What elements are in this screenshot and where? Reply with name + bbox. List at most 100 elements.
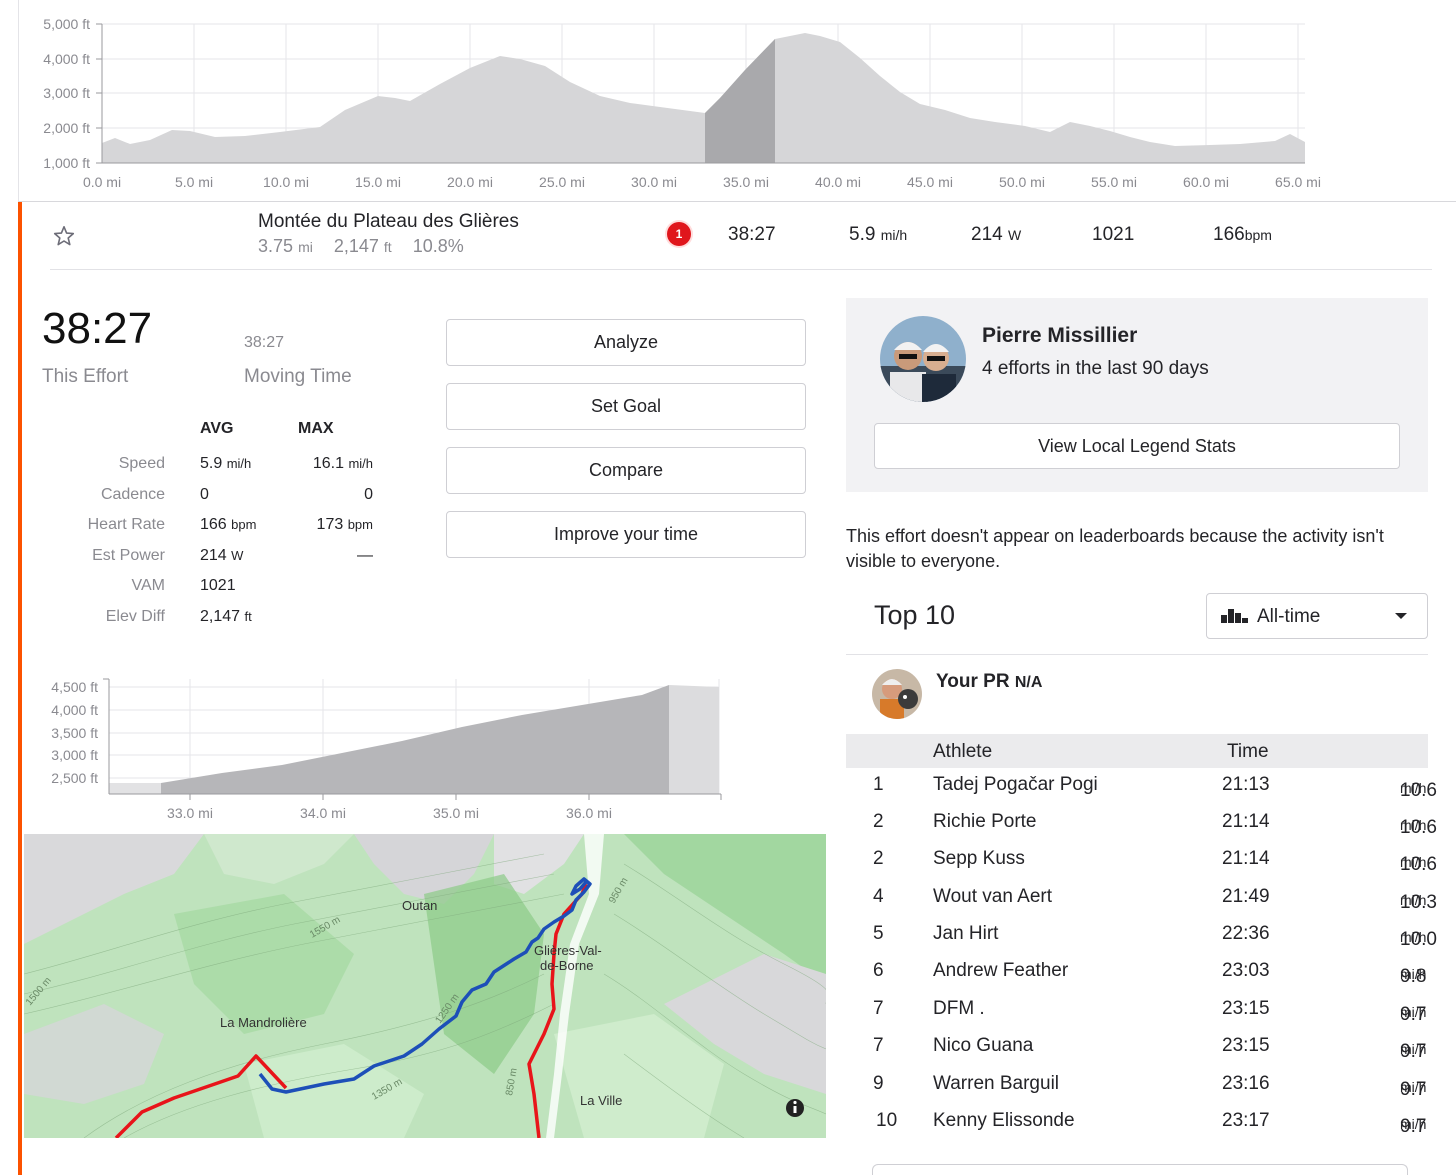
view-local-legend-button[interactable]: View Local Legend Stats (874, 423, 1400, 469)
segment-chart-area-after (669, 685, 719, 794)
leaderboard-speed-value: 10.0 (1400, 929, 1437, 950)
map-label-mandroliere: La Mandrolière (220, 1015, 307, 1030)
leaderboard-time[interactable]: 21:13 (1222, 774, 1270, 795)
star-icon[interactable] (52, 224, 76, 248)
segment-name[interactable]: Montée du Plateau des Glières (258, 211, 519, 232)
profile-x-label: 55.0 mi (1091, 174, 1137, 190)
effort-time-label: This Effort (42, 366, 129, 387)
leaderboard-athlete[interactable]: Kenny Elissonde (933, 1110, 1075, 1131)
map-label-glieres: de-Borne (540, 958, 593, 973)
stat-label: VAM (131, 577, 165, 594)
leaderboard-row[interactable]: 2 Sepp Kuss 21:14 10.6 mi/h (846, 842, 1437, 879)
leaderboard-time[interactable]: 21:14 (1222, 848, 1270, 869)
segment-chart-x-label: 33.0 mi (167, 805, 213, 821)
time-column-header: Time (1227, 741, 1269, 762)
segment-chart-x-label: 36.0 mi (566, 805, 612, 821)
leaderboard-row[interactable]: 4 Wout van Aert 21:49 10.3 mi/h (846, 880, 1437, 917)
leaderboard-speed-unit: mi/h (1400, 780, 1427, 796)
leaderboard-rank: 2 (873, 811, 884, 832)
map-label-laville: La Ville (580, 1093, 622, 1108)
your-avatar[interactable] (872, 669, 922, 719)
profile-segment-highlight (705, 39, 775, 163)
leaderboard-row[interactable]: 9 Warren Barguil 23:16 9.7 mi/h (846, 1067, 1428, 1104)
leaderboard-athlete[interactable]: Tadej Pogačar Pogi (933, 774, 1098, 795)
map-contours (24, 853, 826, 1138)
leaderboard-time[interactable]: 23:03 (1222, 960, 1270, 981)
stat-avg: 2,147 ft (200, 608, 252, 626)
improve-time-button[interactable]: Improve your time (446, 511, 806, 558)
leaderboard-row[interactable]: 7 Nico Guana 23:15 9.7 mi/h (846, 1029, 1428, 1066)
segment-chart-ticks (103, 678, 722, 800)
more-button[interactable] (872, 1164, 1408, 1175)
leaderboard-speed-unit: mi/h (1400, 1041, 1427, 1057)
leaderboard-athlete[interactable]: Nico Guana (933, 1035, 1034, 1056)
leaderboard-title: Top 10 (874, 600, 956, 630)
local-legend-avatar[interactable] (880, 316, 966, 402)
leaderboard-speed-unit: mi/h (1400, 1079, 1427, 1095)
leaderboard-speed-value: 9.7 (1400, 1116, 1427, 1137)
leaderboard-athlete[interactable]: Jan Hirt (933, 923, 999, 944)
compare-button[interactable]: Compare (446, 447, 806, 494)
leaderboard-time[interactable]: 23:15 (1222, 1035, 1270, 1056)
local-legend-name[interactable]: Pierre Missillier (982, 324, 1138, 347)
your-pr: Your PR N/A (936, 671, 1042, 693)
leaderboard-athlete[interactable]: Sepp Kuss (933, 848, 1025, 869)
profile-y-label: 1,000 ft (43, 155, 90, 171)
leaderboard-athlete[interactable]: DFM . (933, 998, 985, 1019)
segment-elevation-chart[interactable]: 4,500 ft 4,000 ft 3,500 ft 3,000 ft 2,50… (22, 667, 742, 827)
segment-speed-value: 5.9 (849, 224, 876, 245)
stat-max: 173 bpm (317, 516, 373, 534)
segment-details: 3.75 mi 2,147 ft 10.8% (258, 236, 464, 257)
stat-avg-unit: W (231, 548, 244, 563)
leaderboard-header: Athlete Time (846, 734, 1428, 768)
segment-power-value: 214 (971, 224, 1003, 245)
leaderboard-athlete[interactable]: Warren Barguil (933, 1073, 1060, 1094)
elevation-profile-chart[interactable]: 5,000 ft 4,000 ft 3,000 ft 2,000 ft 1,00… (0, 0, 1456, 200)
max-header: MAX (298, 420, 334, 437)
leaderboard-speed-value: 9.8 (1400, 966, 1427, 987)
stat-label: Cadence (100, 486, 165, 503)
stat-max: — (357, 547, 373, 565)
stat-avg: 1021 (200, 577, 236, 595)
leaderboard-speed-unit: mi/h (1400, 892, 1427, 908)
leaderboard-athlete[interactable]: Wout van Aert (933, 886, 1052, 907)
leaderboard-time[interactable]: 21:49 (1222, 886, 1270, 907)
your-pr-label: Your PR (936, 671, 1010, 692)
profile-x-label: 40.0 mi (815, 174, 861, 190)
segment-summary-row[interactable]: Montée du Plateau des Glières 3.75 mi 2,… (50, 202, 1432, 270)
leaderboard-row[interactable]: 10 Kenny Elissonde 23:17 9.7 mi/h (846, 1104, 1428, 1141)
leaderboard-time[interactable]: 23:15 (1222, 998, 1270, 1019)
leaderboard-time[interactable]: 21:14 (1222, 811, 1270, 832)
segment-map[interactable]: Outan Glières-Val- de-Borne La Mandroliè… (24, 834, 826, 1138)
leaderboard-time[interactable]: 23:16 (1222, 1073, 1270, 1094)
profile-x-label: 60.0 mi (1183, 174, 1229, 190)
leaderboard-speed-value: 9.7 (1400, 1004, 1427, 1025)
profile-x-label: 35.0 mi (723, 174, 769, 190)
map-label-glieres: Glières-Val- (534, 943, 602, 958)
leaderboard-time[interactable]: 23:17 (1222, 1110, 1270, 1131)
segment-speed-unit: mi/h (880, 227, 908, 243)
segment-heart-rate-unit: bpm (1244, 227, 1272, 243)
info-icon[interactable] (786, 1099, 804, 1117)
segment-chart-area (161, 685, 669, 794)
leaderboard-speed-value: 9.7 (1400, 1041, 1427, 1062)
leaderboard-filter-dropdown[interactable]: All-time (1206, 593, 1428, 639)
leaderboard-row[interactable]: 2 Richie Porte 21:14 10.6 mi/h (846, 805, 1437, 842)
stat-max-value: 173 (316, 516, 344, 533)
leaderboard-row[interactable]: 7 DFM . 23:15 9.7 mi/h (846, 992, 1428, 1029)
set-goal-button[interactable]: Set Goal (446, 383, 806, 430)
stat-max-value: 0 (364, 486, 373, 503)
analyze-button[interactable]: Analyze (446, 319, 806, 366)
leaderboard-speed-value: 10.6 (1400, 817, 1437, 838)
bar-chart-icon (1221, 609, 1248, 623)
leaderboard-athlete[interactable]: Andrew Feather (933, 960, 1069, 981)
leaderboard-row[interactable]: 1 Tadej Pogačar Pogi 21:13 10.6 mi/h (846, 768, 1437, 805)
leaderboard-row[interactable]: 6 Andrew Feather 23:03 9.8 mi/h (846, 954, 1428, 991)
leaderboard-speed-unit: mi/h (1400, 1116, 1427, 1132)
leaderboard-rank: 2 (873, 848, 884, 869)
segment-route-blue (258, 877, 592, 1094)
leaderboard-athlete[interactable]: Richie Porte (933, 811, 1037, 832)
leaderboard-time[interactable]: 22:36 (1222, 923, 1270, 944)
leaderboard-row[interactable]: 5 Jan Hirt 22:36 10.0 mi/h (846, 917, 1437, 954)
profile-x-label: 25.0 mi (539, 174, 585, 190)
